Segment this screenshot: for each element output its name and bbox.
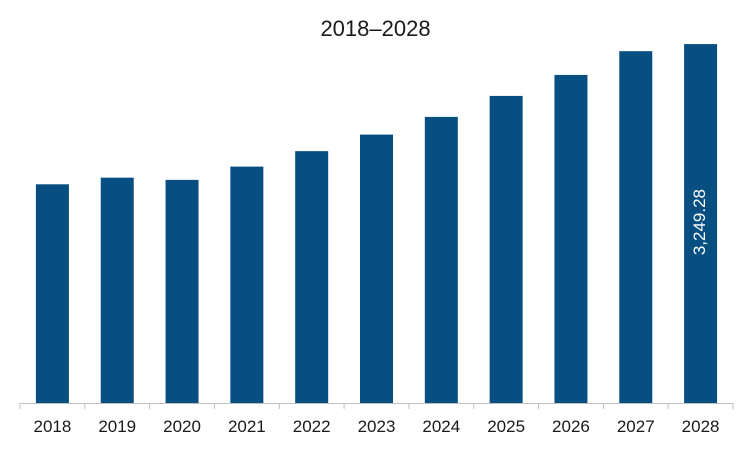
x-tick-label-2021: 2021 (228, 417, 266, 436)
x-tick-label-2024: 2024 (422, 417, 460, 436)
data-labels: 3,249.28 (690, 189, 709, 255)
x-axis (19, 403, 734, 409)
bar-2025 (489, 95, 523, 404)
bar-2027 (619, 51, 653, 404)
x-tick-label-2025: 2025 (487, 417, 525, 436)
x-tick-label-2026: 2026 (552, 417, 590, 436)
x-tick-label-2019: 2019 (98, 417, 136, 436)
bar-2028 (684, 44, 718, 403)
bar-2018 (35, 184, 69, 403)
bar-2024 (424, 116, 458, 404)
data-label-2028: 3,249.28 (690, 189, 709, 255)
bar-2021 (230, 166, 264, 403)
bars-group (35, 44, 718, 404)
chart-title: 2018–2028 (320, 16, 431, 41)
x-tick-label-2018: 2018 (33, 417, 71, 436)
x-tick-label-2028: 2028 (682, 417, 720, 436)
bar-2019 (100, 177, 134, 403)
x-tick-label-2023: 2023 (358, 417, 396, 436)
bar-2023 (360, 134, 393, 403)
bar-2026 (554, 74, 588, 404)
bar-2020 (165, 179, 199, 403)
bar-2022 (295, 151, 329, 403)
x-tick-label-2020: 2020 (163, 417, 201, 436)
x-tick-label-2027: 2027 (617, 417, 655, 436)
x-tick-labels: 2018 2019 2020 2021 2022 2023 2024 2025 2026 2027… (33, 417, 719, 436)
x-tick-label-2022: 2022 (293, 417, 331, 436)
